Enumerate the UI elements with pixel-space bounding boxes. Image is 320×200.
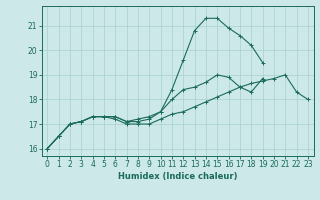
X-axis label: Humidex (Indice chaleur): Humidex (Indice chaleur) <box>118 172 237 181</box>
